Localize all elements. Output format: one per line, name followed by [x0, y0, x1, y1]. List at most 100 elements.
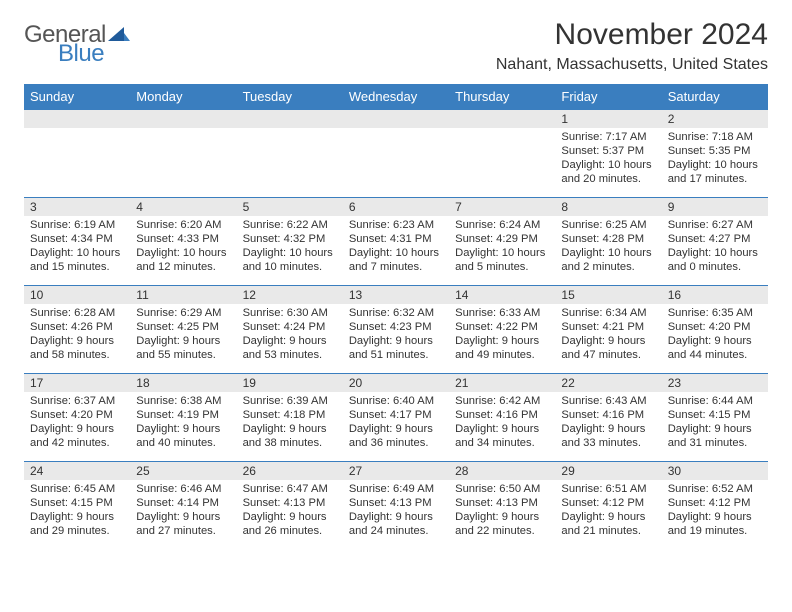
day-details: Sunrise: 6:20 AMSunset: 4:33 PMDaylight:…: [130, 216, 236, 278]
day-details: Sunrise: 6:22 AMSunset: 4:32 PMDaylight:…: [237, 216, 343, 278]
day-details: [24, 128, 130, 134]
day-number: 13: [343, 286, 449, 304]
sunrise-text: Sunrise: 6:25 AM: [561, 218, 655, 232]
day-details: [343, 128, 449, 134]
day-cell: [130, 110, 236, 198]
logo-mark-icon: [108, 25, 130, 44]
daylight-text: Daylight: 10 hours and 7 minutes.: [349, 246, 443, 274]
week-row: 3Sunrise: 6:19 AMSunset: 4:34 PMDaylight…: [24, 198, 768, 286]
sunset-text: Sunset: 4:16 PM: [455, 408, 549, 422]
sunset-text: Sunset: 4:33 PM: [136, 232, 230, 246]
sunrise-text: Sunrise: 6:28 AM: [30, 306, 124, 320]
daylight-text: Daylight: 9 hours and 19 minutes.: [668, 510, 762, 538]
day-number: 4: [130, 198, 236, 216]
day-number: 11: [130, 286, 236, 304]
calendar-body: 1Sunrise: 7:17 AMSunset: 5:37 PMDaylight…: [24, 110, 768, 550]
daylight-text: Daylight: 9 hours and 24 minutes.: [349, 510, 443, 538]
day-details: Sunrise: 6:30 AMSunset: 4:24 PMDaylight:…: [237, 304, 343, 366]
sunset-text: Sunset: 4:21 PM: [561, 320, 655, 334]
day-number: 14: [449, 286, 555, 304]
day-cell: 11Sunrise: 6:29 AMSunset: 4:25 PMDayligh…: [130, 286, 236, 374]
day-details: Sunrise: 6:49 AMSunset: 4:13 PMDaylight:…: [343, 480, 449, 542]
day-details: [130, 128, 236, 134]
day-details: Sunrise: 6:28 AMSunset: 4:26 PMDaylight:…: [24, 304, 130, 366]
sunset-text: Sunset: 4:13 PM: [349, 496, 443, 510]
sunrise-text: Sunrise: 6:35 AM: [668, 306, 762, 320]
day-number: 25: [130, 462, 236, 480]
day-cell: [343, 110, 449, 198]
day-number: 10: [24, 286, 130, 304]
day-cell: 1Sunrise: 7:17 AMSunset: 5:37 PMDaylight…: [555, 110, 661, 198]
sunrise-text: Sunrise: 6:52 AM: [668, 482, 762, 496]
day-number: 2: [662, 110, 768, 128]
day-details: Sunrise: 6:32 AMSunset: 4:23 PMDaylight:…: [343, 304, 449, 366]
day-cell: 10Sunrise: 6:28 AMSunset: 4:26 PMDayligh…: [24, 286, 130, 374]
day-details: Sunrise: 6:45 AMSunset: 4:15 PMDaylight:…: [24, 480, 130, 542]
sunset-text: Sunset: 4:23 PM: [349, 320, 443, 334]
day-details: Sunrise: 7:17 AMSunset: 5:37 PMDaylight:…: [555, 128, 661, 190]
logo-text-blue: Blue: [58, 43, 104, 66]
day-details: Sunrise: 6:39 AMSunset: 4:18 PMDaylight:…: [237, 392, 343, 454]
day-cell: 3Sunrise: 6:19 AMSunset: 4:34 PMDaylight…: [24, 198, 130, 286]
day-number: 18: [130, 374, 236, 392]
sunset-text: Sunset: 4:27 PM: [668, 232, 762, 246]
calendar-table: SundayMondayTuesdayWednesdayThursdayFrid…: [24, 84, 768, 550]
sunrise-text: Sunrise: 7:17 AM: [561, 130, 655, 144]
day-cell: 24Sunrise: 6:45 AMSunset: 4:15 PMDayligh…: [24, 462, 130, 550]
daylight-text: Daylight: 9 hours and 55 minutes.: [136, 334, 230, 362]
day-details: Sunrise: 6:37 AMSunset: 4:20 PMDaylight:…: [24, 392, 130, 454]
title-block: November 2024 Nahant, Massachusetts, Uni…: [496, 18, 768, 74]
sunset-text: Sunset: 4:25 PM: [136, 320, 230, 334]
day-number: 22: [555, 374, 661, 392]
sunset-text: Sunset: 5:37 PM: [561, 144, 655, 158]
day-cell: 28Sunrise: 6:50 AMSunset: 4:13 PMDayligh…: [449, 462, 555, 550]
day-cell: 30Sunrise: 6:52 AMSunset: 4:12 PMDayligh…: [662, 462, 768, 550]
column-header: Tuesday: [237, 84, 343, 110]
week-row: 24Sunrise: 6:45 AMSunset: 4:15 PMDayligh…: [24, 462, 768, 550]
day-details: Sunrise: 6:33 AMSunset: 4:22 PMDaylight:…: [449, 304, 555, 366]
daylight-text: Daylight: 9 hours and 29 minutes.: [30, 510, 124, 538]
day-number: 7: [449, 198, 555, 216]
day-number: 9: [662, 198, 768, 216]
column-header: Wednesday: [343, 84, 449, 110]
day-details: Sunrise: 6:44 AMSunset: 4:15 PMDaylight:…: [662, 392, 768, 454]
sunrise-text: Sunrise: 6:33 AM: [455, 306, 549, 320]
day-cell: 22Sunrise: 6:43 AMSunset: 4:16 PMDayligh…: [555, 374, 661, 462]
day-details: Sunrise: 6:40 AMSunset: 4:17 PMDaylight:…: [343, 392, 449, 454]
daylight-text: Daylight: 9 hours and 33 minutes.: [561, 422, 655, 450]
sunrise-text: Sunrise: 6:24 AM: [455, 218, 549, 232]
calendar-page: General Blue November 2024 Nahant, Massa…: [0, 0, 792, 574]
day-cell: 29Sunrise: 6:51 AMSunset: 4:12 PMDayligh…: [555, 462, 661, 550]
daylight-text: Daylight: 9 hours and 27 minutes.: [136, 510, 230, 538]
day-cell: 21Sunrise: 6:42 AMSunset: 4:16 PMDayligh…: [449, 374, 555, 462]
column-header: Sunday: [24, 84, 130, 110]
day-number: 23: [662, 374, 768, 392]
column-header: Saturday: [662, 84, 768, 110]
day-number: [130, 110, 236, 128]
sunrise-text: Sunrise: 6:38 AM: [136, 394, 230, 408]
sunset-text: Sunset: 4:24 PM: [243, 320, 337, 334]
sunrise-text: Sunrise: 7:18 AM: [668, 130, 762, 144]
location: Nahant, Massachusetts, United States: [496, 56, 768, 74]
sunrise-text: Sunrise: 6:34 AM: [561, 306, 655, 320]
day-details: Sunrise: 6:23 AMSunset: 4:31 PMDaylight:…: [343, 216, 449, 278]
daylight-text: Daylight: 10 hours and 15 minutes.: [30, 246, 124, 274]
day-cell: [24, 110, 130, 198]
sunrise-text: Sunrise: 6:42 AM: [455, 394, 549, 408]
sunset-text: Sunset: 4:28 PM: [561, 232, 655, 246]
day-number: 6: [343, 198, 449, 216]
day-details: Sunrise: 6:52 AMSunset: 4:12 PMDaylight:…: [662, 480, 768, 542]
day-number: 15: [555, 286, 661, 304]
calendar-header-row: SundayMondayTuesdayWednesdayThursdayFrid…: [24, 84, 768, 110]
sunset-text: Sunset: 4:15 PM: [668, 408, 762, 422]
day-number: 19: [237, 374, 343, 392]
sunrise-text: Sunrise: 6:32 AM: [349, 306, 443, 320]
sunset-text: Sunset: 4:12 PM: [561, 496, 655, 510]
sunset-text: Sunset: 4:26 PM: [30, 320, 124, 334]
header: General Blue November 2024 Nahant, Massa…: [24, 18, 768, 74]
day-cell: 18Sunrise: 6:38 AMSunset: 4:19 PMDayligh…: [130, 374, 236, 462]
day-cell: 27Sunrise: 6:49 AMSunset: 4:13 PMDayligh…: [343, 462, 449, 550]
day-cell: 15Sunrise: 6:34 AMSunset: 4:21 PMDayligh…: [555, 286, 661, 374]
day-details: Sunrise: 7:18 AMSunset: 5:35 PMDaylight:…: [662, 128, 768, 190]
day-cell: 25Sunrise: 6:46 AMSunset: 4:14 PMDayligh…: [130, 462, 236, 550]
